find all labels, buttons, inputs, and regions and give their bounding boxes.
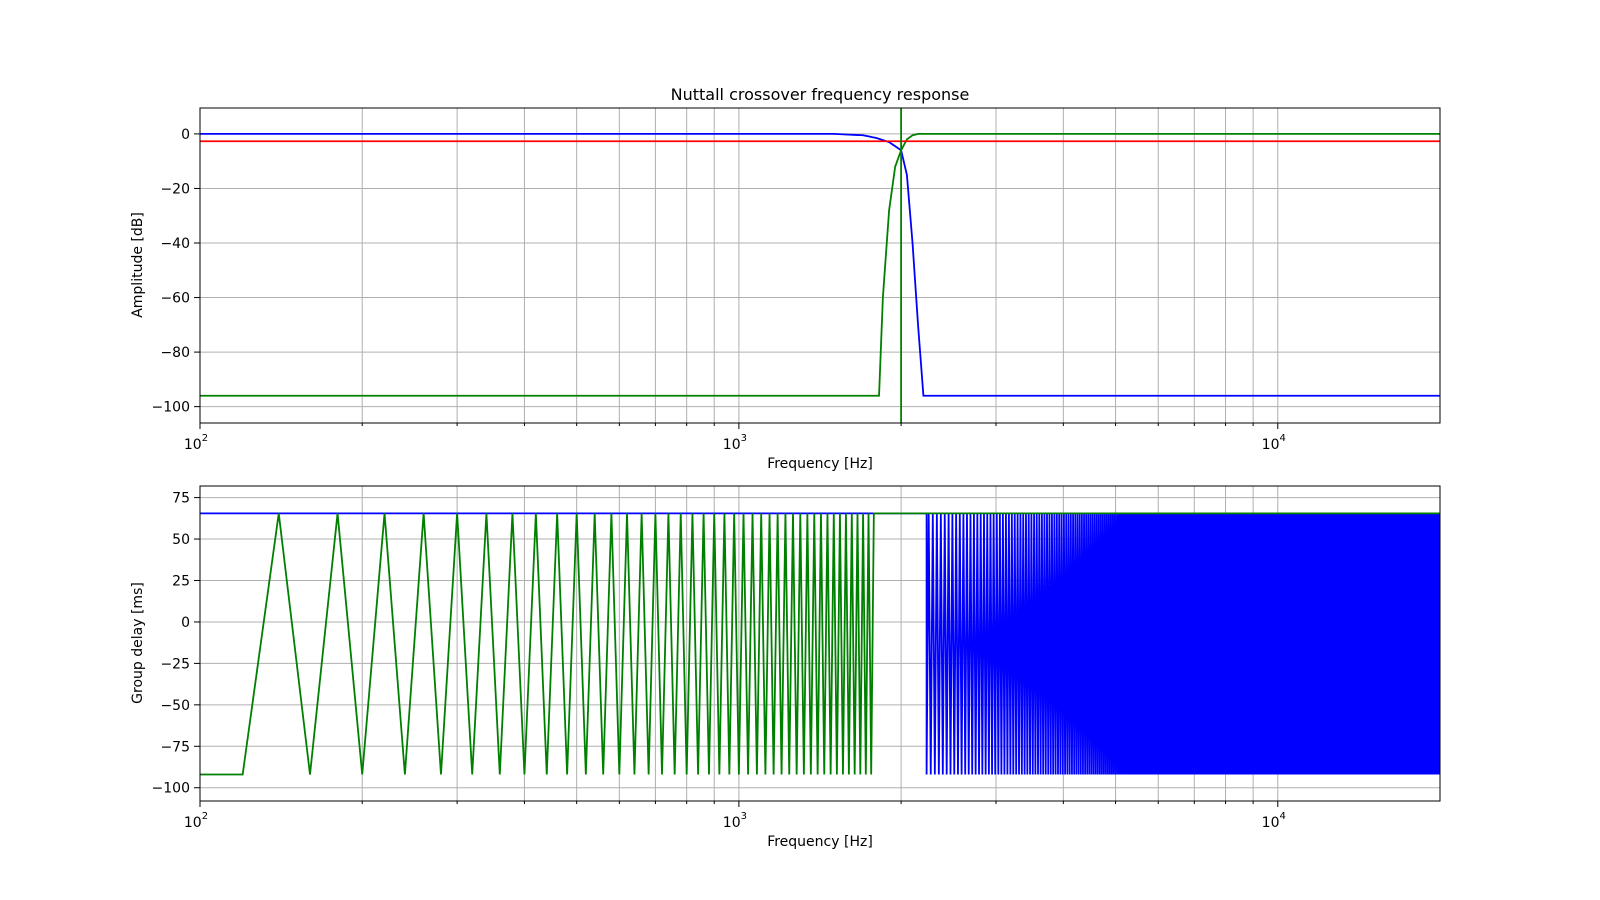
group-delay-frame bbox=[199, 485, 1441, 802]
amplitude-y-tick-label: 0 bbox=[181, 127, 190, 143]
group-delay-x-axis-label: Frequency [Hz] bbox=[767, 834, 873, 850]
amplitude-x-axis-label: Frequency [Hz] bbox=[767, 456, 873, 472]
group-delay-y-tick-label: 0 bbox=[181, 615, 190, 631]
amplitude-frame bbox=[199, 107, 1441, 424]
group-delay-y-tick-label: 25 bbox=[172, 574, 190, 590]
group-delay-y-tick-label: −100 bbox=[152, 781, 190, 797]
group-delay-y-axis-label: Group delay [ms] bbox=[130, 582, 146, 704]
group-delay-y-tick-label: 75 bbox=[172, 491, 190, 507]
group-delay-series-line-1 bbox=[200, 512, 1440, 776]
amplitude-series bbox=[200, 108, 1440, 423]
amplitude-y-tick-label: −40 bbox=[160, 236, 190, 252]
chart-title: Nuttall crossover frequency response bbox=[671, 85, 970, 104]
amplitude-y-tick-label: −80 bbox=[160, 345, 190, 361]
amplitude-y-tick-label: −60 bbox=[160, 291, 190, 307]
amplitude-y-axis-label: Amplitude [dB] bbox=[130, 212, 146, 318]
group-delay-y-tick-label: −75 bbox=[160, 739, 190, 755]
amplitude-series-line-1 bbox=[200, 133, 1440, 397]
group-delay-y-tick-label: −25 bbox=[160, 656, 190, 672]
group-delay-y-tick-label: 50 bbox=[172, 532, 190, 548]
group-delay-series bbox=[200, 512, 1440, 776]
group-delay-y-tick-label: −50 bbox=[160, 698, 190, 714]
amplitude-y-tick-label: −100 bbox=[152, 400, 190, 416]
amplitude-y-tick-label: −20 bbox=[160, 181, 190, 197]
